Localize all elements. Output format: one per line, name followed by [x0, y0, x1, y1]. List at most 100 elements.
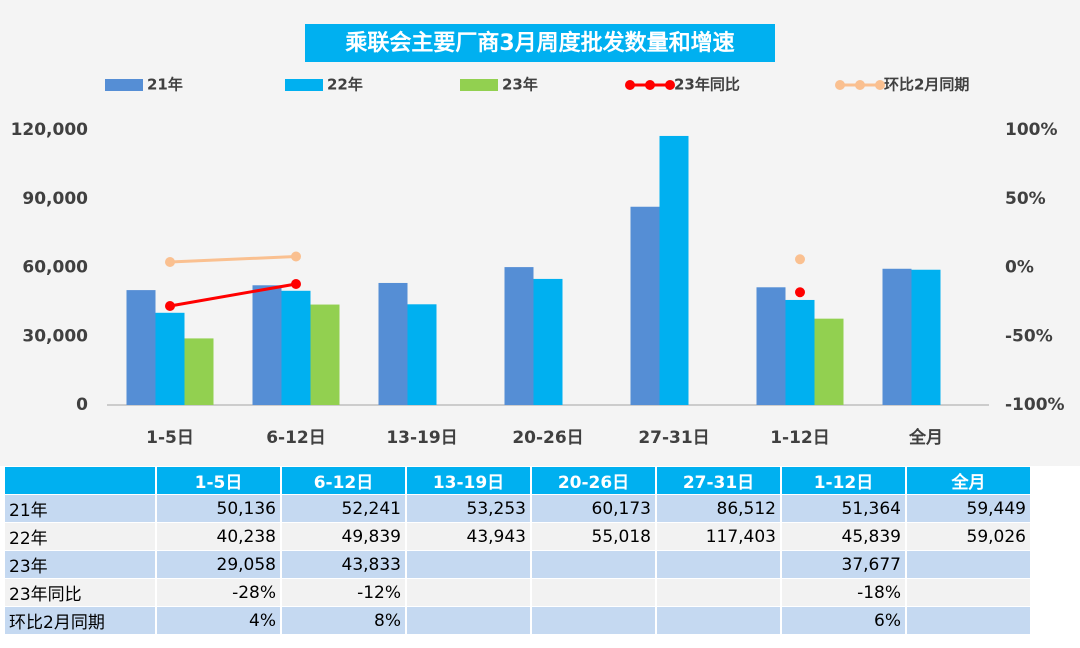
table-cell: [532, 551, 655, 578]
table-cell: 59,449: [907, 495, 1030, 522]
bar: [184, 338, 214, 405]
table-column-header: 1-5日: [157, 467, 280, 494]
table-column-header: 1-12日: [782, 467, 905, 494]
y-tick-label: 60,000: [22, 258, 88, 278]
bar: [281, 290, 311, 405]
table-cell: [532, 579, 655, 606]
x-tick-label: 20-26日: [512, 428, 583, 448]
bar: [155, 312, 185, 405]
y-tick-label: 0: [76, 395, 88, 415]
table-cell: [657, 607, 780, 634]
table-cell: 4%: [157, 607, 280, 634]
legend-marker: [835, 80, 845, 90]
bar: [882, 268, 912, 405]
table-cell: 37,677: [782, 551, 905, 578]
table-cell: 60,173: [532, 495, 655, 522]
y-tick-label: 120,000: [11, 120, 89, 140]
bar: [911, 269, 941, 405]
x-tick-label: 全月: [908, 427, 943, 448]
table-cell: [657, 551, 780, 578]
x-tick-label: 1-12日: [770, 428, 830, 448]
line-marker: [795, 287, 805, 298]
line-marker: [165, 301, 175, 311]
bar: [310, 304, 340, 405]
chart: 乘联会主要厂商3月周度批发数量和增速 0 30,000 60,000 90,000 12…: [0, 0, 1080, 466]
bar: [378, 282, 408, 405]
title-box: [305, 24, 775, 62]
table-row: 23年 29,058 43,833 37,677: [5, 551, 1030, 578]
table-cell: [532, 607, 655, 634]
bar: [785, 299, 815, 405]
legend-swatch: [460, 79, 498, 91]
table-row: 23年同比 -28% -12% -18%: [5, 579, 1030, 606]
table-cell: -12%: [282, 579, 405, 606]
table-column-header: 6-12日: [282, 467, 405, 494]
y-tick-label: 30,000: [22, 326, 88, 346]
table-column-header: 20-26日: [532, 467, 655, 494]
table-column-header: 全月: [907, 467, 1030, 494]
legend-label: 23年: [502, 76, 538, 94]
table-cell: 51,364: [782, 495, 905, 522]
legend-swatch: [285, 79, 323, 91]
legend-marker: [665, 80, 675, 90]
table-cell: 8%: [282, 607, 405, 634]
x-tick-label: 6-12日: [266, 428, 326, 448]
line-marker: [291, 279, 301, 289]
table-cell: [907, 607, 1030, 634]
bar: [659, 135, 689, 405]
bar: [756, 287, 786, 405]
table-column-header: 27-31日: [657, 467, 780, 494]
bar: [407, 304, 437, 405]
table-cell: 53,253: [407, 495, 530, 522]
line-marker: [291, 251, 301, 262]
legend-label: 22年: [327, 76, 363, 94]
table-row-header: 21年: [5, 495, 155, 522]
bar: [504, 267, 534, 405]
x-tick-label: 1-5日: [146, 428, 194, 448]
table-cell: 55,018: [532, 523, 655, 550]
table-cell: 86,512: [657, 495, 780, 522]
table-header-row: 1-5日 6-12日 13-19日 20-26日 27-31日 1-12日 全月: [5, 467, 1030, 494]
table-cell: 40,238: [157, 523, 280, 550]
bar: [533, 278, 563, 405]
y2-tick-label: -50%: [1005, 326, 1053, 346]
table-cell: 52,241: [282, 495, 405, 522]
y2-tick-label: 0%: [1005, 258, 1034, 278]
legend-marker: [855, 80, 865, 90]
table-cell: 43,833: [282, 551, 405, 578]
bar: [814, 318, 844, 405]
bar: [252, 285, 282, 405]
legend-label: 23年同比: [674, 76, 740, 94]
table-cell: 45,839: [782, 523, 905, 550]
table-row: 21年 50,136 52,241 53,253 60,173 86,512 51,364 5…: [5, 495, 1030, 522]
bar: [630, 206, 660, 405]
y2-tick-label: 50%: [1005, 189, 1046, 209]
table-cell: 43,943: [407, 523, 530, 550]
table-cell: -18%: [782, 579, 905, 606]
table-cell: 59,026: [907, 523, 1030, 550]
table-column-header: 13-19日: [407, 467, 530, 494]
table-cell: 6%: [782, 607, 905, 634]
legend-label: 21年: [147, 76, 183, 94]
table-cell: 49,839: [282, 523, 405, 550]
table-row-header: 22年: [5, 523, 155, 550]
table-cell: -28%: [157, 579, 280, 606]
legend-marker: [625, 80, 635, 90]
bar: [126, 290, 156, 405]
table-row-header: 23年: [5, 551, 155, 578]
line-marker: [165, 257, 175, 267]
table-row-header: 环比2月同期: [5, 607, 155, 634]
y2-tick-label: -100%: [1005, 395, 1065, 415]
legend-marker: [875, 80, 885, 90]
legend-marker: [645, 80, 655, 90]
y2-tick-label: 100%: [1005, 120, 1058, 140]
legend-swatch: [105, 79, 143, 91]
table-cell: [657, 579, 780, 606]
table-row: 22年 40,238 49,839 43,943 55,018 117,403 45,839…: [5, 523, 1030, 550]
x-tick-label: 27-31日: [638, 428, 709, 448]
x-tick-label: 13-19日: [386, 428, 457, 448]
table-cell: 117,403: [657, 523, 780, 550]
legend-label: 环比2月同期: [884, 76, 969, 94]
line-marker: [795, 254, 805, 265]
